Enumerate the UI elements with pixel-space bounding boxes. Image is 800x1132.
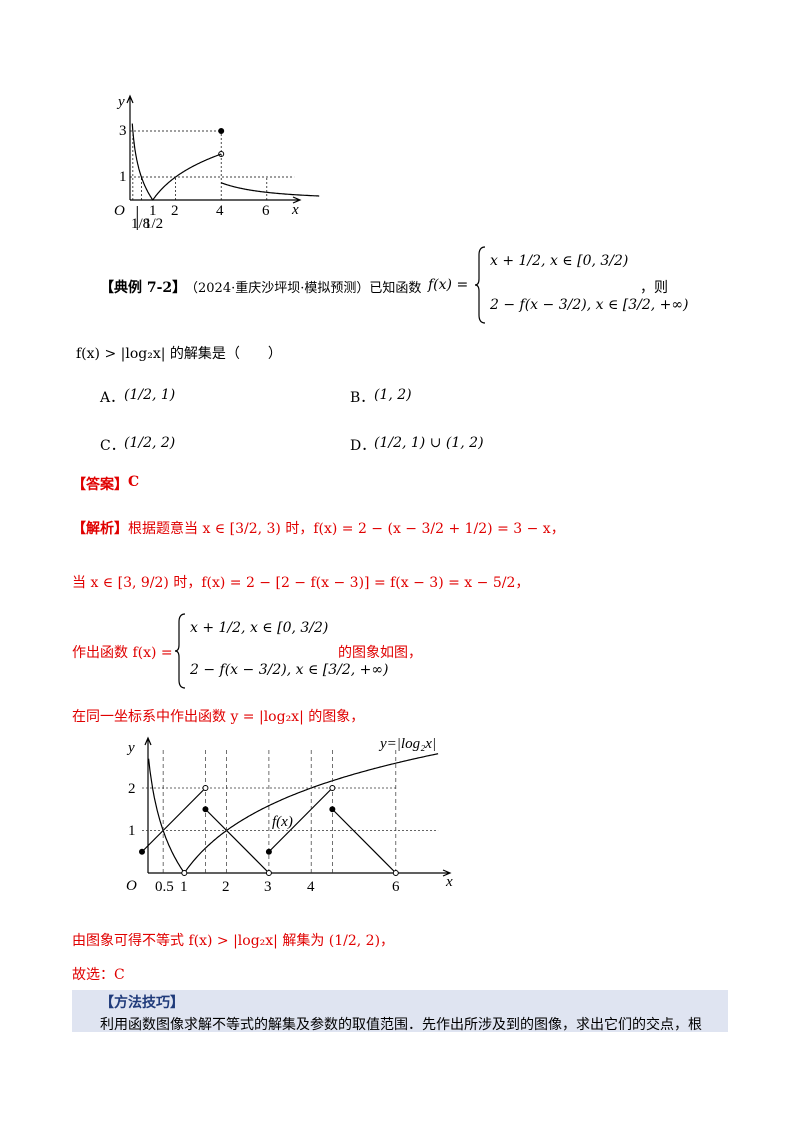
point xyxy=(181,870,188,876)
x-tick-label: 1 xyxy=(149,203,157,219)
x-tick-label: 1/2 xyxy=(144,216,163,232)
x-tick-label: 4 xyxy=(216,203,224,219)
x-tick-label: 2 xyxy=(171,203,179,219)
curve xyxy=(131,123,222,201)
method-text: 利用函数图像求解不等式的解集及参数的取值范围．先作出所涉及到的图像，求出它们的交… xyxy=(100,1017,702,1033)
analysis-label: 【解析】 xyxy=(72,521,128,537)
curve-label: y=|log₂x| xyxy=(378,736,436,752)
method-title: 【方法技巧】 xyxy=(100,995,184,1011)
function-label: f(x) xyxy=(272,814,293,830)
option-letter: B． xyxy=(350,390,375,406)
point xyxy=(139,848,145,855)
analysis-line: 作出函数 f(x) = xyxy=(72,645,173,661)
origin-label: O xyxy=(126,878,137,894)
curve xyxy=(221,182,320,197)
answer-value: C xyxy=(128,474,140,490)
figure-2: y x O 2 1 0.5 1 2 3 4 6 y=|log₂x| f(x) xyxy=(126,736,453,895)
x-axis-label: x xyxy=(291,202,299,218)
method-box xyxy=(72,990,728,1032)
piece xyxy=(205,808,270,874)
case-1: x + 1/2, x ∈ [0, 3/2) xyxy=(190,620,329,636)
option-letter: D． xyxy=(350,438,376,454)
origin-label: O xyxy=(114,203,125,219)
point xyxy=(202,806,209,813)
x-tick-label: 6 xyxy=(262,203,270,219)
x-tick-label: 6 xyxy=(392,879,400,895)
x-tick-label: 0.5 xyxy=(155,879,174,895)
piece xyxy=(141,787,206,853)
conclusion: 由图象可得不等式 f(x) > |log₂x| 解集为 (1/2, 2)， xyxy=(72,933,395,949)
x-axis-label: x xyxy=(445,874,453,890)
option-letter: A． xyxy=(100,390,125,406)
brace xyxy=(474,246,486,324)
analysis-line: 的图象如图， xyxy=(338,645,422,661)
answer-label: 【答案】 xyxy=(72,477,128,493)
case-1: x + 1/2, x ∈ [0, 3/2) xyxy=(490,253,629,269)
example-tail: ，则 xyxy=(640,280,668,296)
option-text: (1, 2) xyxy=(374,387,412,403)
point xyxy=(392,870,399,876)
option-letter: C． xyxy=(100,438,125,454)
point xyxy=(202,785,209,791)
x-tick-label: 2 xyxy=(222,879,230,895)
analysis-line: 在同一坐标系中作出函数 y = |log₂x| 的图象， xyxy=(72,709,365,725)
y-tick-label: 1 xyxy=(119,169,127,185)
analysis-line: 根据题意当 x ∈ [3/2, 3) 时，f(x) = 2 − (x − 3/2… xyxy=(128,521,565,537)
curve xyxy=(148,753,439,874)
func-name: f(x) = xyxy=(428,277,469,293)
analysis-line: 当 x ∈ [3, 9/2) 时，f(x) = 2 − [2 − f(x − 3… xyxy=(72,575,530,591)
y-axis-label: y xyxy=(126,740,135,756)
piece xyxy=(268,787,333,853)
point xyxy=(329,785,336,791)
point xyxy=(265,848,272,855)
question: f(x) > |log₂x| 的解集是（ ） xyxy=(76,346,282,362)
x-tick-label: 4 xyxy=(307,879,315,895)
point xyxy=(329,806,336,813)
example-tag: 【典例 7-2】 xyxy=(100,280,187,296)
option-text: (1/2, 1) xyxy=(124,387,176,403)
y-tick-label: 3 xyxy=(119,123,127,139)
choice: 故选：C xyxy=(72,967,125,983)
axis xyxy=(144,736,452,877)
option-text: (1/2, 1) ∪ (1, 2) xyxy=(374,435,484,451)
brace xyxy=(174,613,186,689)
point xyxy=(265,870,272,876)
option-text: (1/2, 2) xyxy=(124,435,176,451)
x-tick-label: 1 xyxy=(180,879,188,895)
case-2: 2 − f(x − 3/2), x ∈ [3/2, +∞) xyxy=(490,297,689,313)
figure-1: y x O 3 1 1/8 1/2 1 2 4 6 xyxy=(114,94,320,232)
y-tick-label: 1 xyxy=(128,823,136,839)
y-tick-label: 2 xyxy=(128,781,136,797)
y-axis-label: y xyxy=(116,94,125,110)
x-tick-label: 1/8 xyxy=(131,216,150,232)
x-tick-label: 3 xyxy=(264,879,272,895)
axis xyxy=(126,94,302,204)
piece xyxy=(331,808,397,874)
example-source: （2024·重庆沙坪坝·模拟预测）已知函数 xyxy=(185,281,422,296)
case-2: 2 − f(x − 3/2), x ∈ [3/2, +∞) xyxy=(190,662,389,678)
